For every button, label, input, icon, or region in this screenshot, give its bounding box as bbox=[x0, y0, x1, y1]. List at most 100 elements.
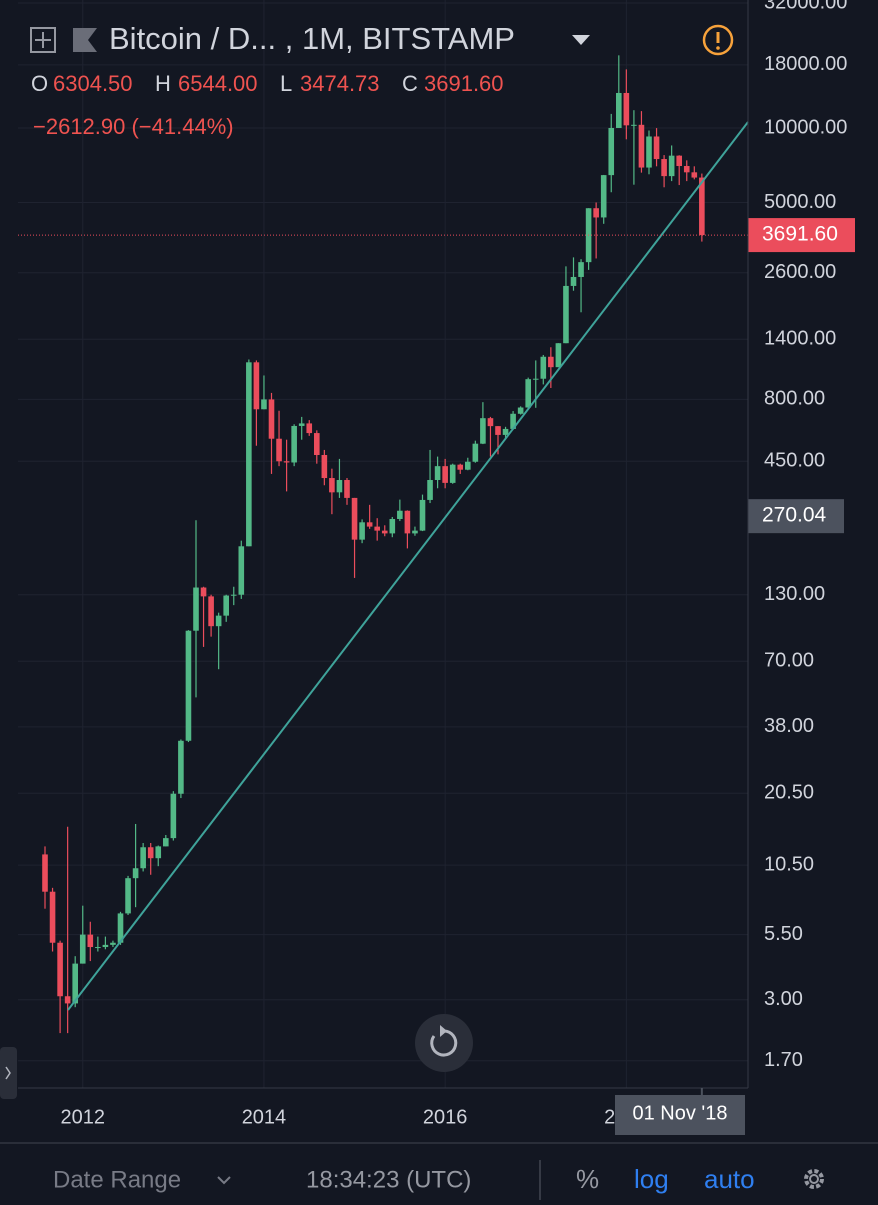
candle-body bbox=[374, 526, 380, 531]
candle-body bbox=[79, 934, 86, 964]
candle-body bbox=[593, 208, 599, 218]
flag-icon[interactable] bbox=[73, 28, 97, 52]
last-price-label: 3691.60 bbox=[762, 223, 838, 246]
settings-icon-part bbox=[809, 1174, 819, 1184]
candle-body bbox=[616, 92, 622, 128]
candle-body bbox=[578, 262, 584, 277]
candle-body bbox=[344, 480, 350, 498]
candle-body bbox=[495, 426, 501, 435]
symbol-caret[interactable] bbox=[572, 35, 590, 45]
candle-body bbox=[321, 455, 328, 479]
candle-body bbox=[283, 461, 290, 463]
candle-body bbox=[638, 124, 645, 168]
y-tick-label: 2600.00 bbox=[764, 261, 836, 283]
candle-body bbox=[532, 378, 539, 380]
candle-body bbox=[117, 913, 124, 943]
warning-icon[interactable] bbox=[702, 24, 734, 56]
side-tab[interactable] bbox=[0, 1047, 17, 1099]
ohlc-value: 3474.73 bbox=[300, 71, 380, 96]
candle-body bbox=[102, 944, 109, 948]
settings-icon[interactable] bbox=[804, 1169, 824, 1189]
reset-icon-part bbox=[440, 1025, 447, 1037]
clock: 18:34:23 (UTC) bbox=[306, 1166, 471, 1193]
x-tick-label: 2016 bbox=[423, 1106, 468, 1128]
candle-body bbox=[185, 630, 192, 741]
date-range-button[interactable]: Date Range bbox=[53, 1166, 181, 1193]
crosshair-date-label: 01 Nov '18 bbox=[633, 1102, 728, 1124]
y-tick-label: 1400.00 bbox=[764, 328, 836, 350]
reset-button[interactable] bbox=[415, 1014, 473, 1072]
candle-body bbox=[472, 443, 479, 462]
candle-body bbox=[230, 594, 237, 596]
candles bbox=[42, 55, 705, 1034]
candle-body bbox=[261, 399, 267, 410]
candle-body bbox=[208, 596, 214, 627]
candle-body bbox=[246, 362, 252, 547]
x-tick-label: 2012 bbox=[61, 1106, 106, 1128]
candle-body bbox=[449, 464, 456, 483]
candle-body bbox=[631, 124, 637, 126]
y-tick-label: 10.50 bbox=[764, 853, 814, 875]
last-price-box bbox=[748, 218, 855, 253]
candle-body bbox=[49, 891, 56, 943]
y-tick-label: 450.00 bbox=[764, 450, 825, 472]
candle-body bbox=[419, 499, 426, 531]
candle-body bbox=[200, 587, 207, 597]
candle-body bbox=[306, 423, 313, 434]
x-tick-label: 2014 bbox=[242, 1106, 287, 1128]
y-tick-label: 38.00 bbox=[764, 715, 814, 737]
auto-button[interactable]: auto bbox=[704, 1164, 755, 1194]
candle-body bbox=[623, 92, 630, 126]
candle-body bbox=[163, 838, 169, 847]
y-tick-label: 10000.00 bbox=[764, 116, 847, 138]
ohlc-value: 6304.50 bbox=[53, 71, 133, 96]
candle-body bbox=[238, 546, 245, 595]
reset-icon bbox=[430, 1029, 458, 1057]
candle-body bbox=[72, 963, 78, 1004]
y-tick-label: 5.50 bbox=[764, 923, 803, 945]
candle-body bbox=[155, 846, 162, 859]
percent-button[interactable]: % bbox=[576, 1164, 599, 1194]
ohlc-key: C bbox=[402, 71, 418, 96]
candle-body bbox=[548, 356, 554, 368]
candle-body bbox=[480, 418, 486, 444]
candle-body bbox=[170, 793, 177, 839]
symbol-title[interactable]: Bitcoin / D... , 1M, BITSTAMP bbox=[109, 21, 515, 56]
change: −2612.90 (−41.44%) bbox=[33, 114, 234, 139]
candle-body bbox=[64, 996, 71, 1004]
grid bbox=[18, 0, 748, 1088]
candle-body bbox=[540, 356, 547, 379]
candle-body bbox=[329, 478, 335, 493]
candle-body bbox=[404, 510, 411, 534]
candle-body bbox=[223, 595, 229, 616]
y-tick-label: 18000.00 bbox=[764, 53, 847, 75]
candle-body bbox=[608, 127, 615, 176]
crosshair-price-box bbox=[748, 499, 844, 534]
y-tick-label: 3.00 bbox=[764, 988, 803, 1010]
candle-body bbox=[276, 438, 282, 462]
candle-body bbox=[487, 418, 494, 427]
add-icon[interactable] bbox=[30, 27, 56, 53]
candle-body bbox=[691, 172, 698, 178]
y-tick-label: 130.00 bbox=[764, 583, 825, 605]
ohlc-key: L bbox=[280, 71, 292, 96]
candle-body bbox=[42, 854, 48, 892]
candle-body bbox=[676, 155, 682, 167]
ohlc-value: 3691.60 bbox=[424, 71, 504, 96]
candle-body bbox=[110, 942, 116, 945]
log-button[interactable]: log bbox=[634, 1164, 669, 1194]
candle-body bbox=[132, 868, 139, 879]
ohlc-key: O bbox=[31, 71, 48, 96]
y-tick-label: 1.70 bbox=[764, 1049, 803, 1071]
candle-body bbox=[366, 522, 373, 527]
candle-body bbox=[555, 343, 562, 368]
crosshair-price-label: 270.04 bbox=[762, 504, 827, 527]
crosshair-date-box bbox=[615, 1095, 745, 1135]
y-tick-label: 20.50 bbox=[764, 782, 814, 804]
candle-body bbox=[412, 530, 418, 534]
candle-body bbox=[661, 159, 667, 177]
candle-body bbox=[87, 934, 94, 948]
y-tick-label: 800.00 bbox=[764, 388, 825, 410]
candle-body bbox=[653, 136, 660, 160]
candle-body bbox=[95, 947, 101, 949]
